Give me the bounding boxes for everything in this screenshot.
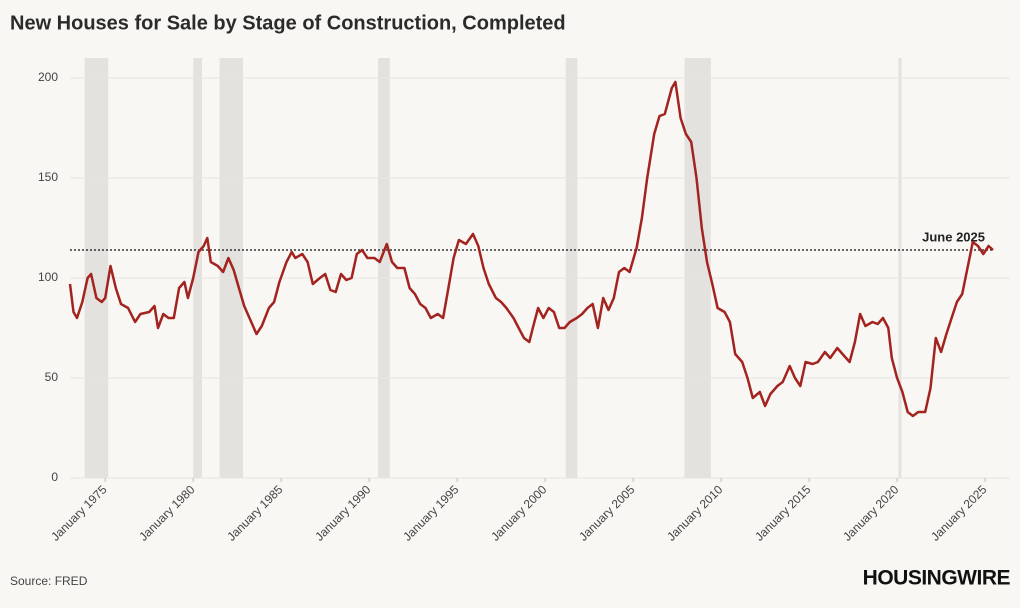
source: Source: FRED bbox=[10, 574, 88, 588]
y-tick-label: 50 bbox=[45, 370, 59, 384]
line bbox=[68, 80, 994, 418]
recession-band bbox=[898, 58, 902, 478]
chart-title: New Houses for Sale by Stage of Construc… bbox=[10, 12, 566, 34]
y-tick-label: 100 bbox=[38, 270, 58, 284]
reference-label: June 2025 bbox=[922, 229, 985, 244]
recession-band bbox=[193, 58, 202, 478]
recession-band bbox=[219, 58, 243, 478]
y-tick-label: 0 bbox=[51, 470, 58, 484]
recession-band bbox=[565, 58, 578, 478]
y-tick-label: 150 bbox=[38, 170, 58, 184]
recession-band bbox=[377, 58, 390, 478]
recession-band bbox=[84, 58, 109, 478]
recession-band bbox=[684, 58, 711, 478]
logo: HOUSINGWIRE bbox=[863, 567, 1011, 590]
y-tick-label: 200 bbox=[38, 70, 58, 84]
